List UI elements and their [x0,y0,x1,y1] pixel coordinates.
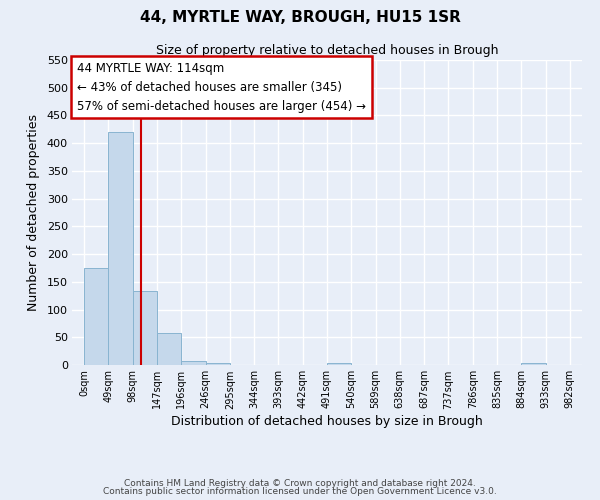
Text: 44 MYRTLE WAY: 114sqm
← 43% of detached houses are smaller (345)
57% of semi-det: 44 MYRTLE WAY: 114sqm ← 43% of detached … [77,62,366,112]
Bar [206,363,230,365]
Title: Size of property relative to detached houses in Brough: Size of property relative to detached ho… [156,44,498,58]
Bar [181,361,206,365]
Text: Contains HM Land Registry data © Crown copyright and database right 2024.: Contains HM Land Registry data © Crown c… [124,478,476,488]
Bar [84,268,109,365]
Text: 44, MYRTLE WAY, BROUGH, HU15 1SR: 44, MYRTLE WAY, BROUGH, HU15 1SR [140,10,460,25]
Text: Contains public sector information licensed under the Open Government Licence v3: Contains public sector information licen… [103,487,497,496]
Bar [109,132,133,365]
Y-axis label: Number of detached properties: Number of detached properties [27,114,40,311]
Bar [327,364,351,365]
Bar [521,364,545,365]
Bar [157,334,181,365]
Bar [133,291,157,365]
X-axis label: Distribution of detached houses by size in Brough: Distribution of detached houses by size … [171,416,483,428]
